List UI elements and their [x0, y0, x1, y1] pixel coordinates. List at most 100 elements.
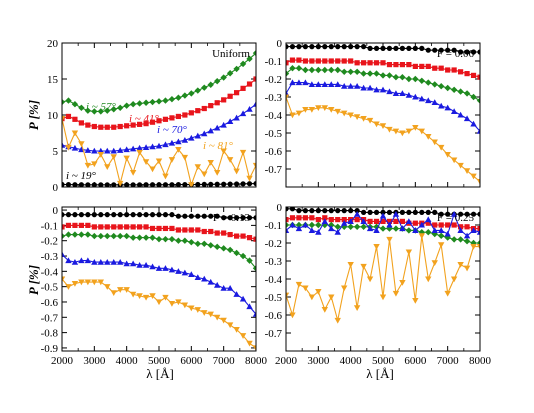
data-point	[201, 275, 208, 282]
data-point	[130, 182, 136, 187]
plot-frame	[61, 206, 257, 352]
data-point	[308, 294, 316, 301]
data-point	[295, 110, 303, 117]
data-point	[302, 208, 308, 214]
data-point	[393, 45, 399, 52]
x-axis-label-left: λ [Å]	[146, 366, 174, 381]
data-point	[246, 235, 253, 241]
data-point	[328, 66, 335, 74]
plot-frame	[285, 42, 481, 188]
data-point	[84, 147, 92, 153]
series-line	[62, 278, 256, 349]
data-point	[130, 224, 136, 230]
data-point	[354, 44, 360, 50]
y-tick-label: 0	[277, 202, 283, 214]
data-point	[188, 90, 195, 97]
data-point	[136, 149, 143, 156]
data-point	[124, 182, 130, 187]
data-point	[226, 322, 234, 329]
data-point	[392, 225, 400, 232]
data-point	[84, 257, 92, 264]
data-point	[321, 66, 328, 74]
data-point	[386, 45, 393, 52]
data-point	[181, 269, 189, 276]
y-axis-label-top: P [%]	[26, 100, 41, 130]
data-point	[233, 249, 240, 257]
y-tick-label: -0.2	[41, 236, 58, 248]
data-point	[175, 299, 182, 306]
data-point	[286, 227, 290, 233]
data-point	[309, 58, 315, 64]
data-point	[354, 208, 360, 214]
data-point	[308, 66, 316, 74]
data-point	[476, 128, 480, 134]
data-point	[405, 128, 413, 135]
data-point	[91, 232, 98, 240]
data-point	[226, 284, 234, 291]
data-point	[286, 94, 290, 101]
data-point	[162, 97, 169, 104]
data-point	[321, 307, 328, 313]
y-tick-label: -0.4	[265, 274, 283, 286]
data-point	[111, 124, 117, 130]
data-point	[432, 65, 438, 71]
data-point	[168, 95, 176, 103]
data-point	[117, 180, 124, 187]
data-point	[246, 181, 253, 187]
data-point	[91, 108, 98, 115]
x-tick-label: 2000	[275, 355, 298, 367]
data-point	[463, 265, 471, 272]
data-point	[207, 159, 214, 166]
data-point	[124, 123, 130, 129]
data-point	[450, 276, 458, 283]
data-point	[143, 182, 149, 187]
data-point	[438, 102, 445, 109]
data-point	[65, 113, 72, 120]
data-point	[353, 114, 361, 120]
data-point	[71, 130, 79, 137]
data-point	[234, 181, 240, 187]
data-point	[221, 97, 227, 103]
data-point	[239, 333, 247, 339]
data-point	[188, 110, 194, 116]
data-point	[240, 181, 246, 187]
data-point	[239, 60, 247, 68]
data-point	[201, 181, 207, 187]
data-point	[315, 208, 321, 214]
data-point	[194, 132, 201, 139]
data-point	[412, 63, 418, 69]
y-tick-label: -0.4	[265, 110, 283, 122]
y-axis-label-bottom: P [%]	[26, 265, 41, 295]
data-point	[470, 93, 477, 101]
data-point	[308, 221, 316, 229]
data-point	[412, 75, 419, 83]
data-point	[214, 213, 220, 219]
data-point	[438, 211, 444, 217]
series-group	[286, 44, 480, 185]
data-point	[162, 141, 169, 148]
y-tick-label: -0.6	[265, 146, 283, 158]
data-point	[386, 218, 393, 224]
data-point	[142, 99, 150, 106]
data-point	[295, 221, 303, 229]
data-point	[195, 213, 201, 219]
data-point	[78, 120, 84, 126]
data-point	[221, 215, 227, 221]
data-point	[62, 212, 65, 218]
data-point	[78, 279, 85, 286]
data-point	[65, 257, 72, 264]
data-point	[195, 227, 201, 233]
data-point	[393, 62, 399, 68]
data-point	[71, 144, 79, 151]
data-point	[450, 108, 458, 114]
data-point	[464, 49, 470, 55]
data-point	[373, 60, 380, 66]
data-point	[366, 70, 374, 77]
x-tick-label: 5000	[372, 355, 395, 367]
data-point	[334, 108, 341, 115]
data-point	[162, 182, 169, 187]
data-point	[239, 149, 247, 156]
data-point	[181, 137, 189, 143]
data-point	[438, 242, 445, 248]
data-point	[315, 105, 322, 111]
